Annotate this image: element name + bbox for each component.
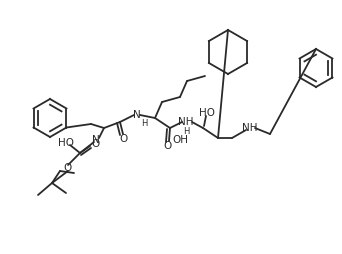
- Text: NH: NH: [178, 117, 194, 127]
- Text: O: O: [91, 139, 99, 149]
- Text: O: O: [164, 141, 172, 151]
- Text: O: O: [64, 163, 72, 173]
- Text: N: N: [92, 135, 100, 145]
- Text: HO: HO: [199, 108, 215, 118]
- Text: HO: HO: [58, 138, 74, 148]
- Text: OH: OH: [172, 135, 188, 145]
- Text: H: H: [141, 119, 147, 128]
- Text: N: N: [133, 110, 141, 120]
- Text: H: H: [183, 128, 189, 136]
- Text: NH: NH: [242, 123, 258, 133]
- Text: O: O: [120, 134, 128, 144]
